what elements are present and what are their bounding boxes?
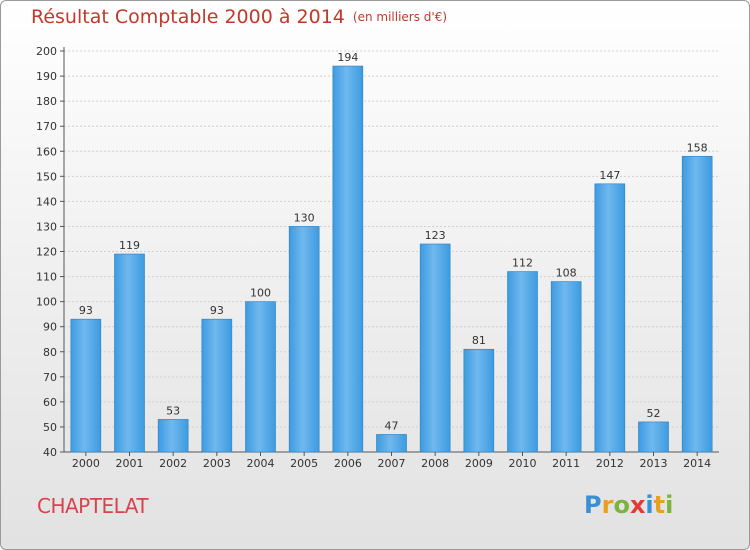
bar (157, 419, 189, 453)
data-label: 100 (250, 287, 271, 300)
bar (70, 318, 102, 453)
bar (638, 421, 669, 453)
bar (463, 348, 495, 453)
y-tick-label: 80 (43, 346, 57, 359)
data-label: 52 (647, 407, 661, 420)
bar (201, 318, 233, 453)
data-label: 194 (337, 51, 358, 64)
data-label: 47 (385, 419, 399, 432)
y-tick-label: 130 (36, 220, 57, 233)
data-label: 147 (599, 169, 620, 182)
y-tick-label: 90 (43, 321, 57, 334)
x-tick-label: 2005 (290, 457, 318, 470)
data-label: 53 (166, 404, 180, 417)
chart-title-text: Résultat Comptable 2000 à 2014 (31, 6, 345, 28)
data-label: 119 (119, 239, 140, 252)
y-tick-label: 40 (43, 446, 57, 459)
proxiti-logo: Proxiti (584, 491, 673, 519)
x-tick-label: 2013 (640, 457, 668, 470)
x-tick-label: 2012 (596, 457, 624, 470)
y-tick-label: 100 (36, 296, 57, 309)
x-tick-label: 2000 (72, 457, 100, 470)
logo-letter: t (653, 491, 666, 519)
chart-title: Résultat Comptable 2000 à 2014 (en millie… (31, 6, 447, 28)
x-tick-label: 2009 (465, 457, 493, 470)
data-label: 108 (556, 267, 577, 280)
data-label: 112 (512, 257, 533, 270)
commune-name: CHAPTELAT (37, 494, 149, 518)
y-tick-label: 70 (43, 371, 57, 384)
logo-letter: r (601, 491, 614, 519)
logo-letter: P (584, 491, 602, 519)
x-tick-label: 2011 (552, 457, 580, 470)
bar (419, 243, 451, 453)
data-label: 93 (210, 304, 224, 317)
data-label: 158 (687, 141, 708, 154)
bar (507, 271, 538, 453)
x-tick-label: 2002 (159, 457, 187, 470)
y-tick-label: 160 (36, 145, 57, 158)
y-tick-label: 140 (36, 195, 57, 208)
y-tick-label: 200 (36, 45, 57, 58)
bar (550, 281, 582, 453)
bar (594, 183, 626, 453)
bar (114, 253, 145, 453)
data-label: 81 (472, 334, 486, 347)
y-tick-label: 180 (36, 95, 57, 108)
logo-letter: i (665, 491, 674, 519)
x-tick-label: 2003 (203, 457, 231, 470)
x-tick-label: 2006 (334, 457, 362, 470)
chart-title-unit: (en milliers d'€) (352, 10, 448, 24)
bar (332, 65, 364, 453)
x-tick-label: 2001 (116, 457, 144, 470)
data-label: 123 (425, 229, 446, 242)
data-label: 130 (294, 211, 315, 224)
y-tick-label: 150 (36, 170, 57, 183)
logo-letter: o (613, 491, 630, 519)
bar (681, 155, 713, 453)
x-tick-label: 2004 (247, 457, 275, 470)
data-label: 93 (79, 304, 93, 317)
bar (245, 301, 276, 453)
x-tick-label: 2010 (509, 457, 537, 470)
y-tick-label: 110 (36, 271, 57, 284)
logo-letter: x (629, 491, 646, 519)
y-tick-label: 190 (36, 70, 57, 83)
y-tick-label: 60 (43, 396, 57, 409)
y-tick-label: 120 (36, 246, 57, 259)
x-tick-label: 2008 (421, 457, 449, 470)
y-tick-label: 50 (43, 421, 57, 434)
bar (376, 434, 407, 453)
x-tick-label: 2007 (378, 457, 406, 470)
logo-letter: i (645, 491, 654, 519)
x-tick-label: 2014 (683, 457, 711, 470)
bar (288, 226, 320, 453)
y-tick-label: 170 (36, 120, 57, 133)
